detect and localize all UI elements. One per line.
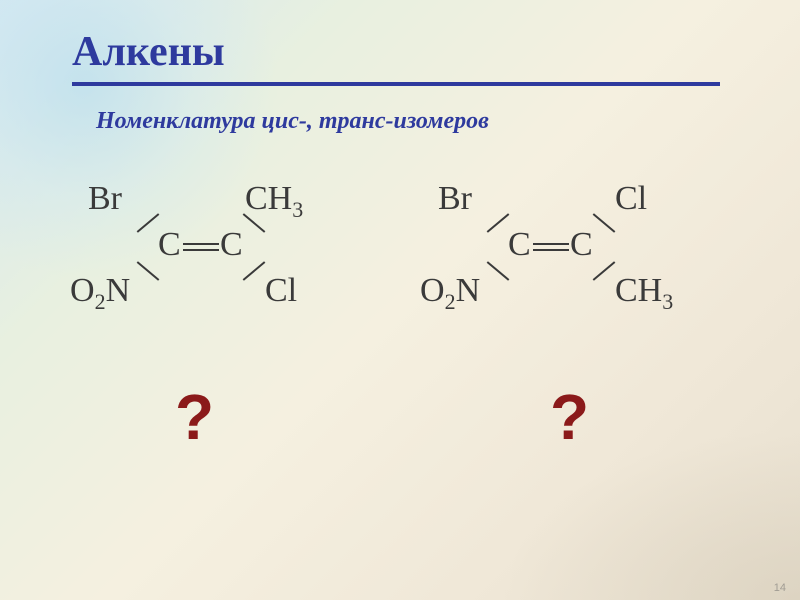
bond-br-c bbox=[137, 213, 160, 233]
slide-number: 14 bbox=[774, 582, 786, 594]
atom-ch3-main-r: CH bbox=[615, 272, 662, 309]
atom-o2n-o-r: O bbox=[420, 272, 445, 309]
atom-br: Br bbox=[88, 180, 122, 218]
bond-cl-c bbox=[243, 261, 266, 281]
atom-o2n-r: O2N bbox=[420, 272, 480, 315]
atom-ch3-sub-r: 3 bbox=[662, 289, 673, 314]
bond-o2n-c-r bbox=[487, 261, 510, 281]
bond-cc-top-r bbox=[533, 243, 569, 245]
page-title: Алкены bbox=[72, 28, 225, 76]
atom-ch3: CH3 bbox=[245, 180, 303, 223]
atom-o2n-n: N bbox=[106, 272, 131, 309]
bond-o2n-c bbox=[137, 261, 160, 281]
bond-ch3-c-r bbox=[593, 261, 616, 281]
title-underline bbox=[72, 82, 720, 86]
molecule-right: Br Cl C C O2N CH3 bbox=[420, 180, 760, 360]
bond-cc-bottom bbox=[183, 249, 219, 251]
atom-ch3-sub: 3 bbox=[292, 197, 303, 222]
subtitle: Номенклатура цис-, транс-изомеров bbox=[96, 108, 489, 135]
molecule-left: Br CH3 C C O2N Cl bbox=[70, 180, 390, 360]
atom-c-right-r: C bbox=[570, 226, 593, 264]
bond-br-c-r bbox=[487, 213, 510, 233]
bond-cc-top bbox=[183, 243, 219, 245]
atom-c-left-r: C bbox=[508, 226, 531, 264]
atom-ch3-main: CH bbox=[245, 180, 292, 217]
atom-c-left: C bbox=[158, 226, 181, 264]
atom-cl-r: Cl bbox=[615, 180, 647, 218]
atom-o2n-n-r: N bbox=[456, 272, 481, 309]
atom-o2n-o: O bbox=[70, 272, 95, 309]
bond-cl-c-r bbox=[593, 213, 616, 233]
atom-c-right: C bbox=[220, 226, 243, 264]
atom-o2n-sub: 2 bbox=[95, 289, 106, 314]
bond-cc-bottom-r bbox=[533, 249, 569, 251]
question-mark-left: ? bbox=[175, 380, 214, 454]
atom-br-r: Br bbox=[438, 180, 472, 218]
atom-o2n-sub-r: 2 bbox=[445, 289, 456, 314]
atom-ch3-r: CH3 bbox=[615, 272, 673, 315]
atom-o2n: O2N bbox=[70, 272, 130, 315]
question-mark-right: ? bbox=[550, 380, 589, 454]
background-glow-bottom bbox=[450, 400, 800, 600]
atom-cl: Cl bbox=[265, 272, 297, 310]
